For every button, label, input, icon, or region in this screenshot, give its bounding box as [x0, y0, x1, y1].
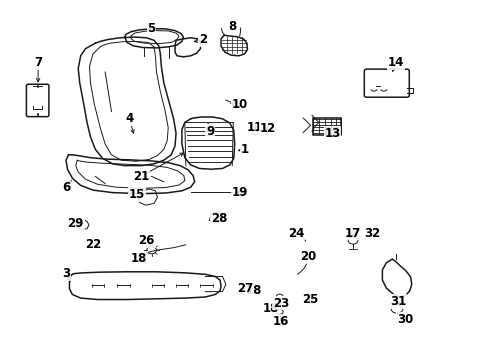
Text: 16: 16: [272, 315, 289, 328]
Bar: [312, 118, 341, 135]
Text: 4: 4: [125, 112, 133, 125]
Text: 5: 5: [147, 22, 155, 35]
Text: 22: 22: [84, 238, 101, 251]
Text: 7: 7: [34, 57, 42, 69]
Text: 26: 26: [138, 234, 155, 247]
Text: 23: 23: [272, 297, 289, 310]
Text: 28: 28: [210, 212, 227, 225]
Text: 20: 20: [299, 250, 316, 263]
Text: 31: 31: [389, 295, 406, 308]
Text: 14: 14: [387, 57, 404, 69]
Text: 17: 17: [344, 227, 361, 240]
Text: 1: 1: [240, 143, 248, 156]
Text: 24: 24: [287, 227, 304, 240]
Text: 19: 19: [231, 186, 247, 199]
Text: 32: 32: [364, 227, 380, 240]
Text: 18: 18: [262, 302, 278, 315]
Text: 12: 12: [259, 122, 276, 135]
Text: 18: 18: [245, 284, 262, 297]
Text: 18: 18: [131, 252, 147, 265]
Text: 8: 8: [228, 21, 236, 33]
FancyBboxPatch shape: [364, 69, 408, 97]
Text: 6: 6: [62, 181, 70, 194]
Text: 21: 21: [132, 170, 149, 183]
FancyBboxPatch shape: [26, 84, 49, 117]
Text: 11: 11: [246, 121, 263, 134]
Text: 10: 10: [231, 98, 247, 111]
Text: 9: 9: [206, 125, 214, 138]
Text: 15: 15: [128, 188, 145, 201]
Text: 2: 2: [199, 33, 206, 46]
Text: 27: 27: [237, 282, 253, 294]
Text: 25: 25: [302, 293, 318, 306]
Text: 13: 13: [324, 127, 340, 140]
Text: 29: 29: [67, 217, 84, 230]
Text: 30: 30: [396, 313, 412, 326]
Text: 3: 3: [62, 267, 70, 280]
